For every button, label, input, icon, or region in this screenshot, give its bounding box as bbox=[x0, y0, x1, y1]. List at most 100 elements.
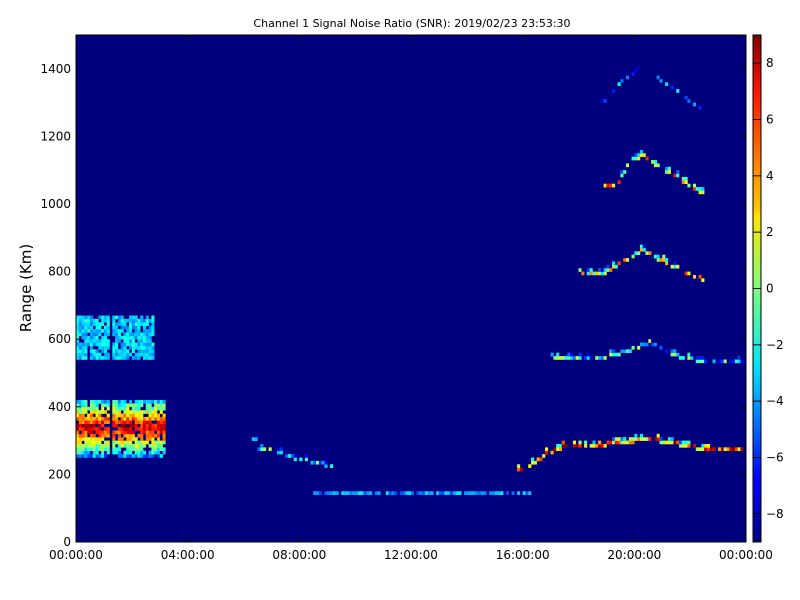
x-tick-label: 12:00:00 bbox=[384, 548, 438, 562]
heatmap-cell bbox=[148, 420, 152, 424]
heatmap-cell bbox=[81, 356, 85, 360]
heatmap-cell bbox=[151, 322, 155, 326]
heatmap-cell bbox=[341, 491, 345, 495]
heatmap-cell bbox=[737, 359, 741, 364]
heatmap-cell bbox=[123, 427, 127, 431]
heatmap-cell bbox=[634, 153, 638, 157]
heatmap-cell bbox=[623, 440, 627, 445]
heatmap-cell bbox=[95, 440, 99, 445]
heatmap-cell bbox=[665, 261, 669, 266]
heatmap-cell bbox=[78, 416, 82, 421]
heatmap-cell bbox=[140, 400, 144, 404]
heatmap-cell bbox=[154, 400, 158, 404]
heatmap-cell bbox=[578, 443, 582, 448]
heatmap-cell bbox=[268, 447, 272, 452]
heatmap-cell bbox=[98, 427, 102, 431]
heatmap-cell bbox=[129, 443, 133, 448]
heatmap-cell bbox=[145, 416, 149, 421]
heatmap-cell bbox=[131, 318, 135, 323]
heatmap-cell bbox=[436, 491, 440, 495]
heatmap-cell bbox=[92, 420, 96, 424]
heatmap-cell bbox=[151, 410, 155, 414]
heatmap-cell bbox=[101, 454, 105, 458]
heatmap-cell bbox=[637, 156, 641, 161]
heatmap-cell bbox=[106, 345, 110, 350]
heatmap-cell bbox=[612, 183, 616, 188]
heatmap-cell bbox=[151, 400, 155, 404]
heatmap-cell bbox=[112, 437, 116, 441]
heatmap-cell bbox=[126, 318, 130, 323]
heatmap-cell bbox=[684, 95, 688, 100]
heatmap-cell bbox=[89, 420, 94, 424]
heatmap-cell bbox=[452, 491, 456, 495]
heatmap-cell bbox=[676, 173, 680, 178]
heatmap-cell bbox=[84, 329, 88, 333]
heatmap-cell bbox=[612, 264, 616, 269]
heatmap-cell bbox=[151, 433, 155, 438]
heatmap-cell bbox=[620, 349, 624, 354]
heatmap-cell bbox=[89, 332, 94, 337]
heatmap-cell bbox=[531, 457, 535, 462]
heatmap-cell bbox=[631, 254, 635, 259]
heatmap-cell bbox=[620, 440, 624, 445]
heatmap-cell bbox=[78, 433, 82, 438]
heatmap-cell bbox=[106, 329, 110, 333]
heatmap-cell bbox=[620, 345, 624, 350]
heatmap-cell bbox=[159, 430, 163, 435]
heatmap-cell bbox=[145, 335, 149, 340]
heatmap-cell bbox=[151, 437, 155, 441]
heatmap-cell bbox=[76, 403, 80, 408]
heatmap-cell bbox=[556, 447, 560, 452]
heatmap-cell bbox=[137, 400, 141, 404]
heatmap-cell bbox=[81, 325, 85, 330]
heatmap-cell bbox=[623, 349, 627, 354]
heatmap-cell bbox=[145, 410, 149, 414]
heatmap-cell bbox=[101, 356, 105, 360]
heatmap-cell bbox=[617, 82, 621, 86]
heatmap-cell bbox=[98, 440, 102, 445]
heatmap-cell bbox=[98, 437, 102, 441]
heatmap-cell bbox=[143, 430, 147, 435]
heatmap-cell bbox=[76, 450, 80, 455]
heatmap-cell bbox=[140, 413, 144, 418]
heatmap-cell bbox=[140, 443, 144, 448]
heatmap-cell bbox=[123, 400, 127, 404]
heatmap-cell bbox=[129, 339, 133, 343]
heatmap-cell bbox=[103, 325, 108, 330]
heatmap-cell bbox=[84, 335, 88, 340]
heatmap-cell bbox=[78, 454, 82, 458]
heatmap-cell bbox=[692, 187, 697, 191]
heatmap-cell bbox=[112, 318, 116, 323]
heatmap-cell bbox=[151, 416, 155, 421]
heatmap-cell bbox=[92, 423, 96, 428]
heatmap-cell bbox=[558, 443, 563, 448]
heatmap-cell bbox=[76, 406, 80, 411]
heatmap-cell bbox=[162, 400, 166, 404]
heatmap-cell bbox=[148, 450, 152, 455]
heatmap-cell bbox=[667, 170, 671, 174]
heatmap-cell bbox=[701, 356, 705, 360]
heatmap-cell bbox=[117, 400, 121, 404]
heatmap-cell bbox=[151, 406, 155, 411]
heatmap-cell bbox=[78, 342, 82, 347]
heatmap-cell bbox=[304, 457, 309, 462]
heatmap-cell bbox=[112, 342, 116, 347]
heatmap-cell bbox=[84, 352, 88, 357]
heatmap-cell bbox=[76, 400, 80, 404]
heatmap-cell bbox=[103, 454, 108, 458]
heatmap-cell bbox=[698, 356, 702, 360]
heatmap-cell bbox=[578, 356, 582, 360]
heatmap-cell bbox=[120, 318, 124, 323]
heatmap-cell bbox=[620, 173, 624, 178]
heatmap-cell bbox=[316, 460, 320, 465]
heatmap-cell bbox=[556, 352, 560, 357]
heatmap-cell bbox=[81, 322, 85, 326]
heatmap-cell bbox=[112, 420, 116, 424]
heatmap-cell bbox=[572, 440, 577, 445]
heatmap-cell bbox=[120, 406, 124, 411]
heatmap-cell bbox=[115, 315, 119, 320]
heatmap-cell bbox=[684, 271, 688, 276]
heatmap-cell bbox=[405, 491, 409, 495]
heatmap-cell bbox=[98, 410, 102, 414]
heatmap-cell bbox=[584, 356, 588, 360]
